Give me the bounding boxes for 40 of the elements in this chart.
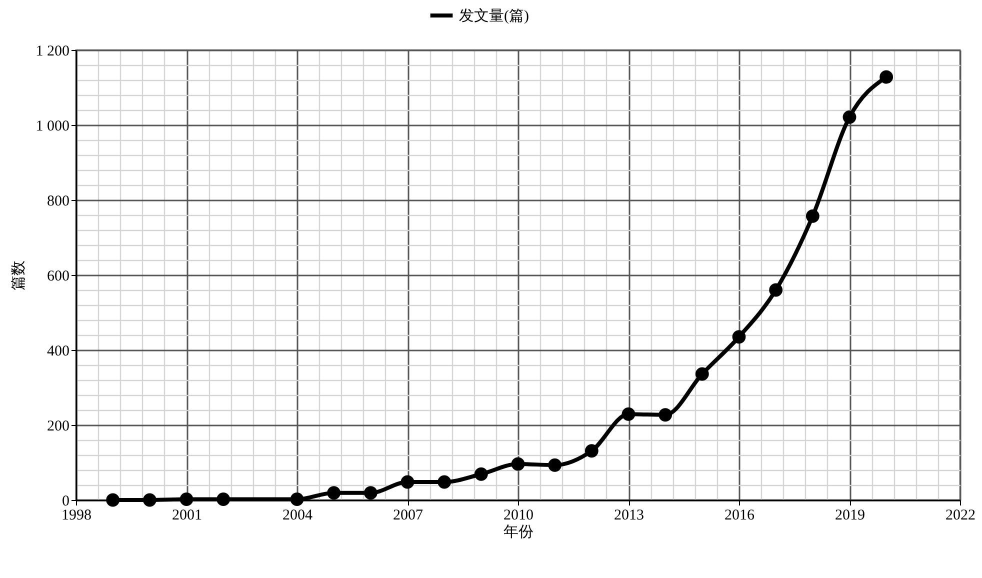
legend-label: 发文量(篇) bbox=[459, 8, 529, 24]
point bbox=[327, 486, 341, 500]
y-tick-label: 0 bbox=[62, 494, 70, 510]
x-tick-label: 2004 bbox=[282, 508, 313, 524]
x-tick-label: 1998 bbox=[62, 508, 92, 524]
point bbox=[842, 110, 856, 124]
point bbox=[548, 458, 562, 472]
point bbox=[142, 493, 156, 507]
x-tick-label: 2007 bbox=[393, 508, 424, 524]
x-tick-label: 2019 bbox=[835, 508, 865, 524]
x-tick-label: 2013 bbox=[614, 508, 644, 524]
point bbox=[106, 493, 120, 507]
y-tick-label: 400 bbox=[47, 344, 70, 360]
point bbox=[290, 492, 304, 506]
x-axis-title: 年份 bbox=[504, 524, 534, 540]
y-tick-label: 1 200 bbox=[36, 44, 70, 60]
point bbox=[511, 457, 525, 471]
point bbox=[584, 444, 598, 458]
y-axis-title: 篇数 bbox=[10, 260, 27, 290]
y-tick-label: 600 bbox=[47, 268, 70, 284]
point bbox=[364, 486, 378, 500]
point bbox=[622, 407, 636, 421]
x-tick-label: 2016 bbox=[724, 508, 755, 524]
x-tick-label: 2001 bbox=[172, 508, 202, 524]
point bbox=[769, 283, 783, 297]
point bbox=[216, 492, 230, 506]
y-tick-label: 800 bbox=[47, 194, 70, 210]
y-tick-label: 200 bbox=[47, 418, 70, 434]
point bbox=[695, 367, 709, 381]
point bbox=[474, 467, 488, 481]
point bbox=[180, 492, 194, 506]
point bbox=[400, 475, 414, 489]
x-tick-label: 2010 bbox=[504, 508, 534, 524]
point bbox=[438, 475, 452, 489]
point bbox=[732, 330, 746, 344]
point bbox=[806, 209, 820, 223]
x-tick-label: 2022 bbox=[946, 508, 976, 524]
point bbox=[658, 408, 672, 422]
point bbox=[880, 70, 894, 84]
y-tick-label: 1 000 bbox=[36, 118, 70, 134]
